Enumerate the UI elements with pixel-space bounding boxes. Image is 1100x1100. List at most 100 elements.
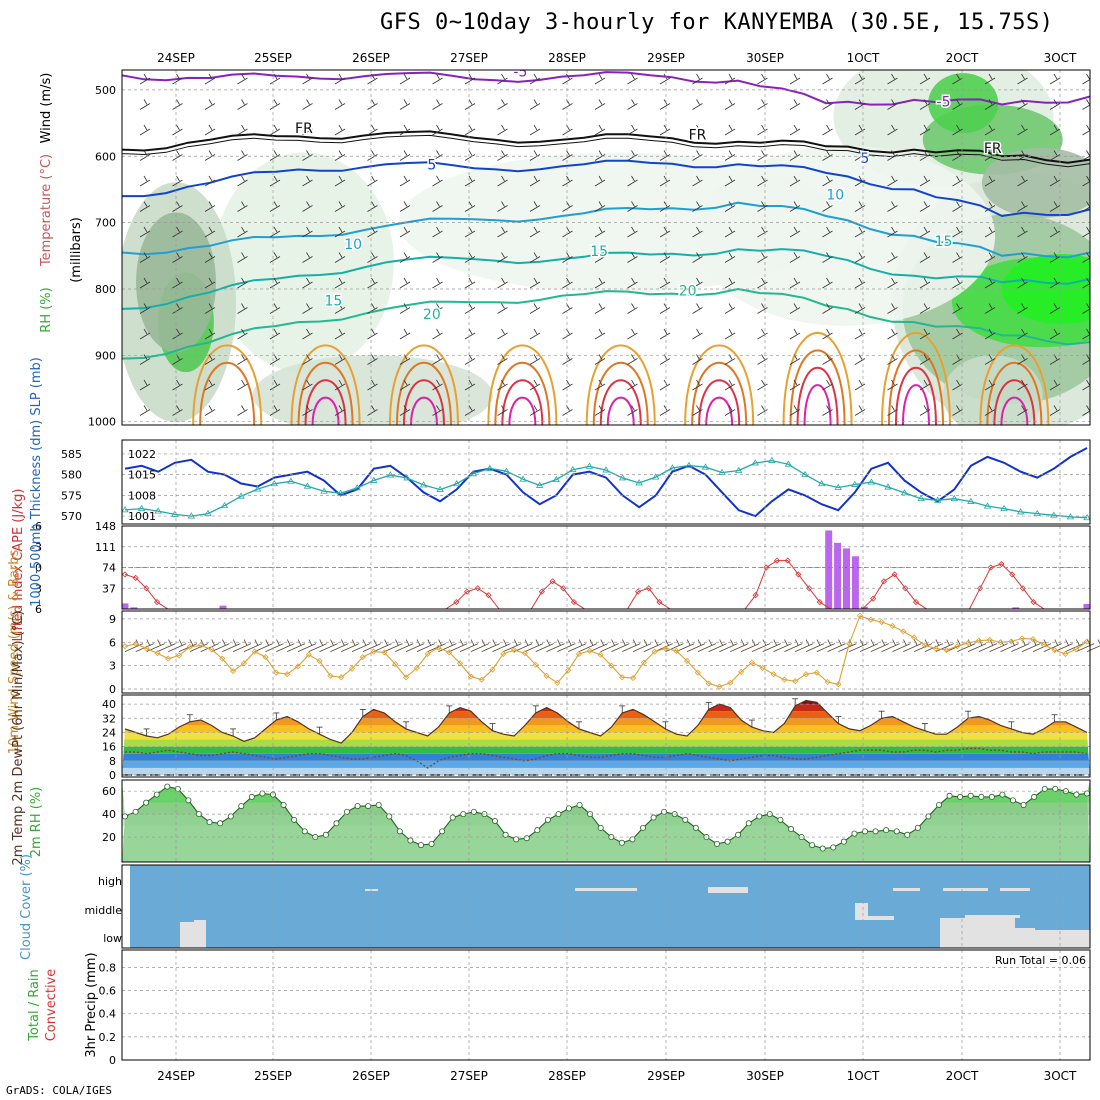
rh-point: [566, 805, 573, 812]
rh-point: [692, 824, 699, 831]
wind-barb: [984, 379, 996, 391]
cloud-gap-3: [868, 916, 894, 920]
slp-line: [124, 447, 1088, 518]
rh-point: [735, 831, 742, 838]
wind-speed-point: [943, 646, 950, 654]
wind-barb: [562, 379, 573, 391]
wind-barb: [432, 252, 443, 263]
wind-barb: [269, 405, 281, 416]
surface-wind-barb: [1054, 639, 1073, 652]
thickness-point: [502, 467, 511, 474]
wind-barb: [432, 354, 443, 365]
wind-barb: [237, 303, 248, 314]
rh-point: [862, 828, 869, 835]
wind-speed-point: [986, 636, 993, 643]
wind-barb: [887, 379, 898, 391]
wind-barb: [659, 73, 671, 85]
rh-point: [491, 818, 498, 825]
lifted-index-point: [560, 585, 567, 592]
wind-barb: [1049, 99, 1061, 110]
wind-barb: [627, 73, 638, 85]
thick-ytick-570: 570: [61, 510, 82, 523]
wind-speed-point: [381, 649, 388, 656]
surface-wind-barb: [1043, 639, 1062, 652]
wind-barb: [724, 277, 736, 289]
wind-barb: [594, 73, 606, 85]
wind-barb: [529, 150, 541, 161]
wind-barb: [529, 73, 541, 85]
warm-contour: [592, 362, 649, 425]
precip-ylabel: 3hr Precip (mm): [84, 952, 99, 1057]
lifted-index-point: [645, 585, 652, 592]
wind-barb: [237, 405, 248, 416]
warm-contour: [402, 379, 445, 425]
wind-barb: [659, 303, 671, 314]
surface-wind-barb: [503, 639, 522, 652]
rh-point: [280, 801, 287, 808]
cloud-gap-13: [1000, 888, 1030, 891]
wind-barb: [269, 226, 281, 238]
top-day-label-0: 24SEP: [157, 51, 195, 65]
wind-speed-point: [878, 618, 885, 626]
rh-point: [449, 814, 456, 821]
rh-point: [745, 820, 752, 827]
wind-barb: [822, 328, 833, 340]
ua-ytick-500: 500: [95, 84, 116, 97]
wind-barb: [919, 252, 931, 263]
thickness-point: [768, 456, 776, 463]
rh-point: [301, 828, 308, 835]
wind-speed-point: [1040, 641, 1047, 648]
wind-speed-point: [813, 669, 820, 676]
wind-barb: [497, 99, 508, 110]
warm-contour: [789, 349, 846, 425]
wind-barb: [692, 303, 703, 314]
wind-speed-point: [856, 612, 864, 619]
warm-contour: [599, 379, 642, 425]
wind-barb: [887, 405, 898, 416]
rh-point: [365, 803, 372, 810]
thickness-point: [635, 479, 643, 486]
wind-barb: [952, 328, 963, 340]
rh-point: [893, 828, 900, 835]
wind-barb: [822, 201, 833, 212]
wind-barb: [497, 379, 508, 391]
wind-barb: [627, 379, 638, 391]
wind-barb: [984, 252, 996, 263]
wind-barb: [367, 405, 378, 416]
wind-speed-point: [640, 659, 647, 666]
wind-speed-point: [1019, 635, 1026, 642]
wind-barb: [302, 328, 313, 340]
wind-barb: [334, 175, 346, 187]
wind-barb: [822, 99, 833, 110]
wind-barb: [237, 201, 248, 212]
rh-point: [534, 827, 541, 834]
precip-side-conv: Convective: [44, 969, 59, 1042]
bottom-day-label-5: 29SEP: [647, 1069, 685, 1083]
wind-barb: [594, 354, 606, 365]
thickness-point: [834, 483, 842, 490]
wind-barb: [1082, 201, 1090, 212]
rh-shade-14: [252, 355, 493, 425]
wind-barb: [139, 124, 151, 136]
lifted-index-point: [784, 557, 791, 564]
wind-speed-point: [759, 664, 766, 672]
wind-barb: [562, 150, 573, 161]
wind-barb: [822, 226, 833, 238]
precip-ytick: 0.2: [99, 1031, 117, 1044]
lifted-index-point: [977, 585, 984, 592]
wind-barb: [692, 226, 703, 238]
bottom-day-label-1: 25SEP: [254, 1069, 292, 1083]
wind-barb: [464, 405, 476, 416]
panel-frame-5: [121, 779, 1091, 863]
wind-barb: [757, 405, 768, 416]
wind-speed-point: [748, 659, 755, 666]
bottom-day-label-0: 24SEP: [157, 1069, 195, 1083]
wind-barb: [237, 379, 248, 391]
temp-ytick-16: 16: [102, 741, 116, 754]
warm-contour: [199, 362, 256, 425]
wind-barb: [269, 124, 281, 136]
surface-wind-barb: [881, 639, 900, 652]
wind-barb: [789, 303, 801, 314]
wind-barb: [724, 99, 736, 110]
wind-barb: [334, 379, 346, 391]
